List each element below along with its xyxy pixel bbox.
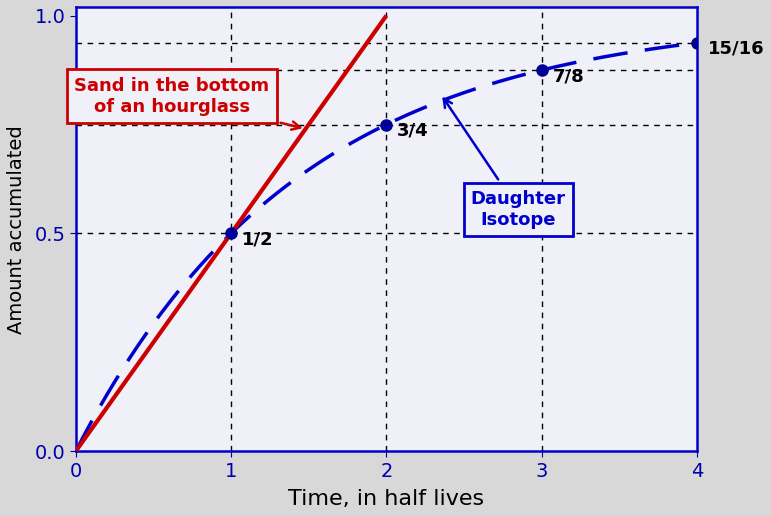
Y-axis label: Amount accumulated: Amount accumulated [7,125,26,333]
Text: 1/2: 1/2 [242,230,274,248]
X-axis label: Time, in half lives: Time, in half lives [288,489,484,509]
Text: 3/4: 3/4 [397,121,429,139]
Text: 15/16: 15/16 [708,40,765,58]
Text: 7/8: 7/8 [553,67,584,85]
Text: Daughter
Isotope: Daughter Isotope [444,99,566,229]
Text: Sand in the bottom
of an hourglass: Sand in the bottom of an hourglass [75,77,300,130]
